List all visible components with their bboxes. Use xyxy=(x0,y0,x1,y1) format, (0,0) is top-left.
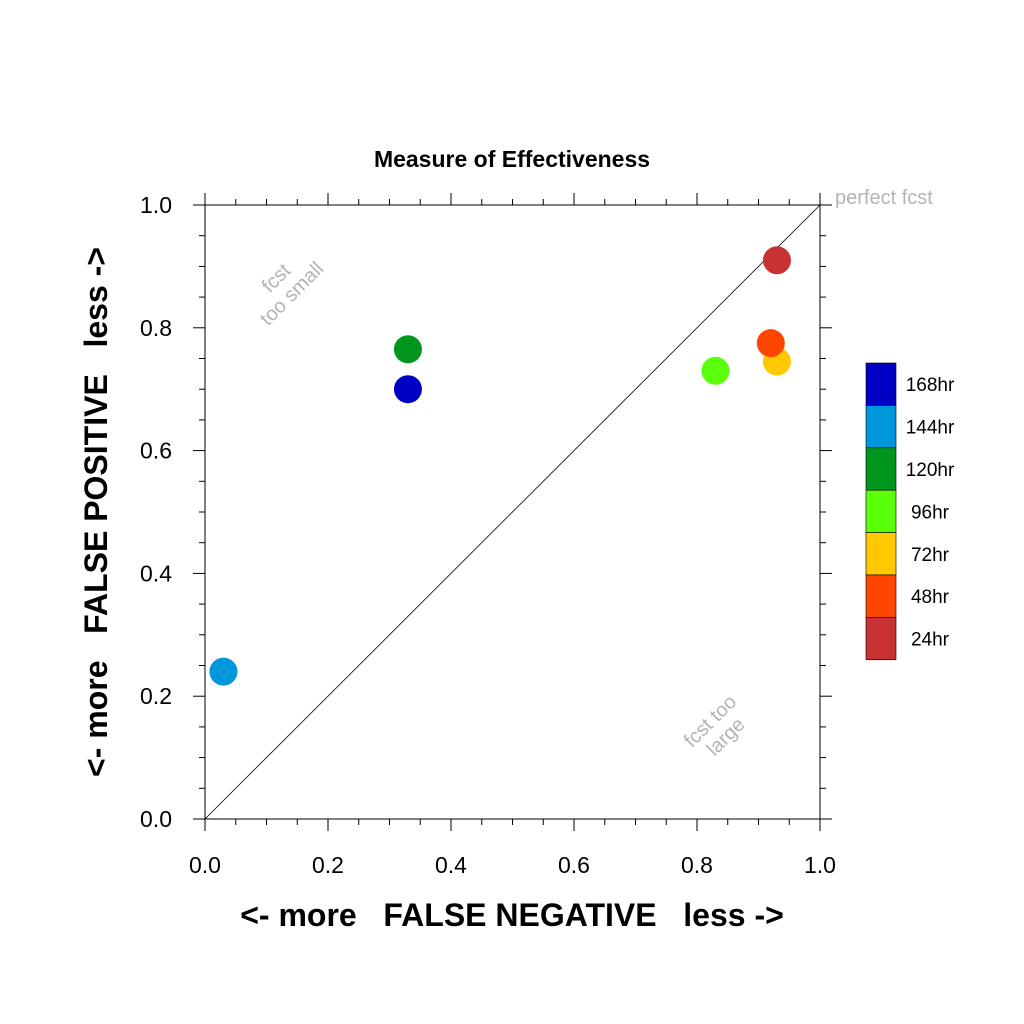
data-point-48hr xyxy=(756,329,785,358)
y-tick-label: 0.0 xyxy=(140,806,172,832)
y-tick-label: 0.4 xyxy=(140,560,172,586)
legend-label-72hr: 72hr xyxy=(911,545,950,566)
y-tick-label: 1.0 xyxy=(140,192,172,218)
y-axis-title: <- more FALSE POSITIVE less -> xyxy=(78,247,114,777)
data-point-144hr xyxy=(209,657,238,686)
data-point-24hr xyxy=(762,246,791,275)
legend-swatch-72hr xyxy=(865,532,897,576)
legend-label-96hr: 96hr xyxy=(911,502,950,523)
data-point-96hr xyxy=(701,356,730,385)
y-tick-label: 0.2 xyxy=(140,683,172,709)
data-point-168hr xyxy=(393,375,422,404)
diagonal-reference-line xyxy=(204,204,821,820)
fcst-too-large-annotation: fcst too large xyxy=(680,691,750,761)
fcst-too-small-annotation: fcst too small xyxy=(256,258,328,330)
perfect-fcst-label: perfect fcst xyxy=(835,187,933,209)
legend-swatch-48hr xyxy=(865,574,897,618)
x-tick-label: 0.6 xyxy=(558,852,590,878)
y-tick-label: 0.8 xyxy=(140,315,172,341)
x-tick-label: 1.0 xyxy=(804,852,836,878)
legend-label-120hr: 120hr xyxy=(906,460,955,481)
plot-area: 0.0 0.2 0.4 0.6 0.8 1.0 0.0 0.2 0.4 0.6 0.8 1.0 xyxy=(140,192,836,878)
legend-label-48hr: 48hr xyxy=(911,587,950,608)
x-axis-title: <- more FALSE NEGATIVE less -> xyxy=(240,897,784,933)
x-tick-label: 0.0 xyxy=(189,852,221,878)
legend-label-24hr: 24hr xyxy=(911,630,950,651)
chart-title: Measure of Effectiveness xyxy=(374,146,650,172)
legend-label-144hr: 144hr xyxy=(906,418,955,439)
legend-swatch-168hr xyxy=(865,362,897,406)
legend: 168hr 144hr 120hr 96hr 72hr 48hr 24hr xyxy=(865,362,955,661)
legend-label-168hr: 168hr xyxy=(906,375,955,396)
x-tick-label: 0.4 xyxy=(435,852,467,878)
legend-swatch-24hr xyxy=(865,617,897,661)
data-point-120hr xyxy=(393,335,422,364)
x-tick-label: 0.2 xyxy=(312,852,344,878)
x-tick-label: 0.8 xyxy=(681,852,713,878)
fcst-too-small-line2: too small xyxy=(256,258,328,330)
legend-swatch-144hr xyxy=(865,405,897,449)
y-tick-label: 0.6 xyxy=(140,438,172,464)
legend-swatch-120hr xyxy=(865,447,897,491)
legend-swatch-96hr xyxy=(865,489,897,533)
